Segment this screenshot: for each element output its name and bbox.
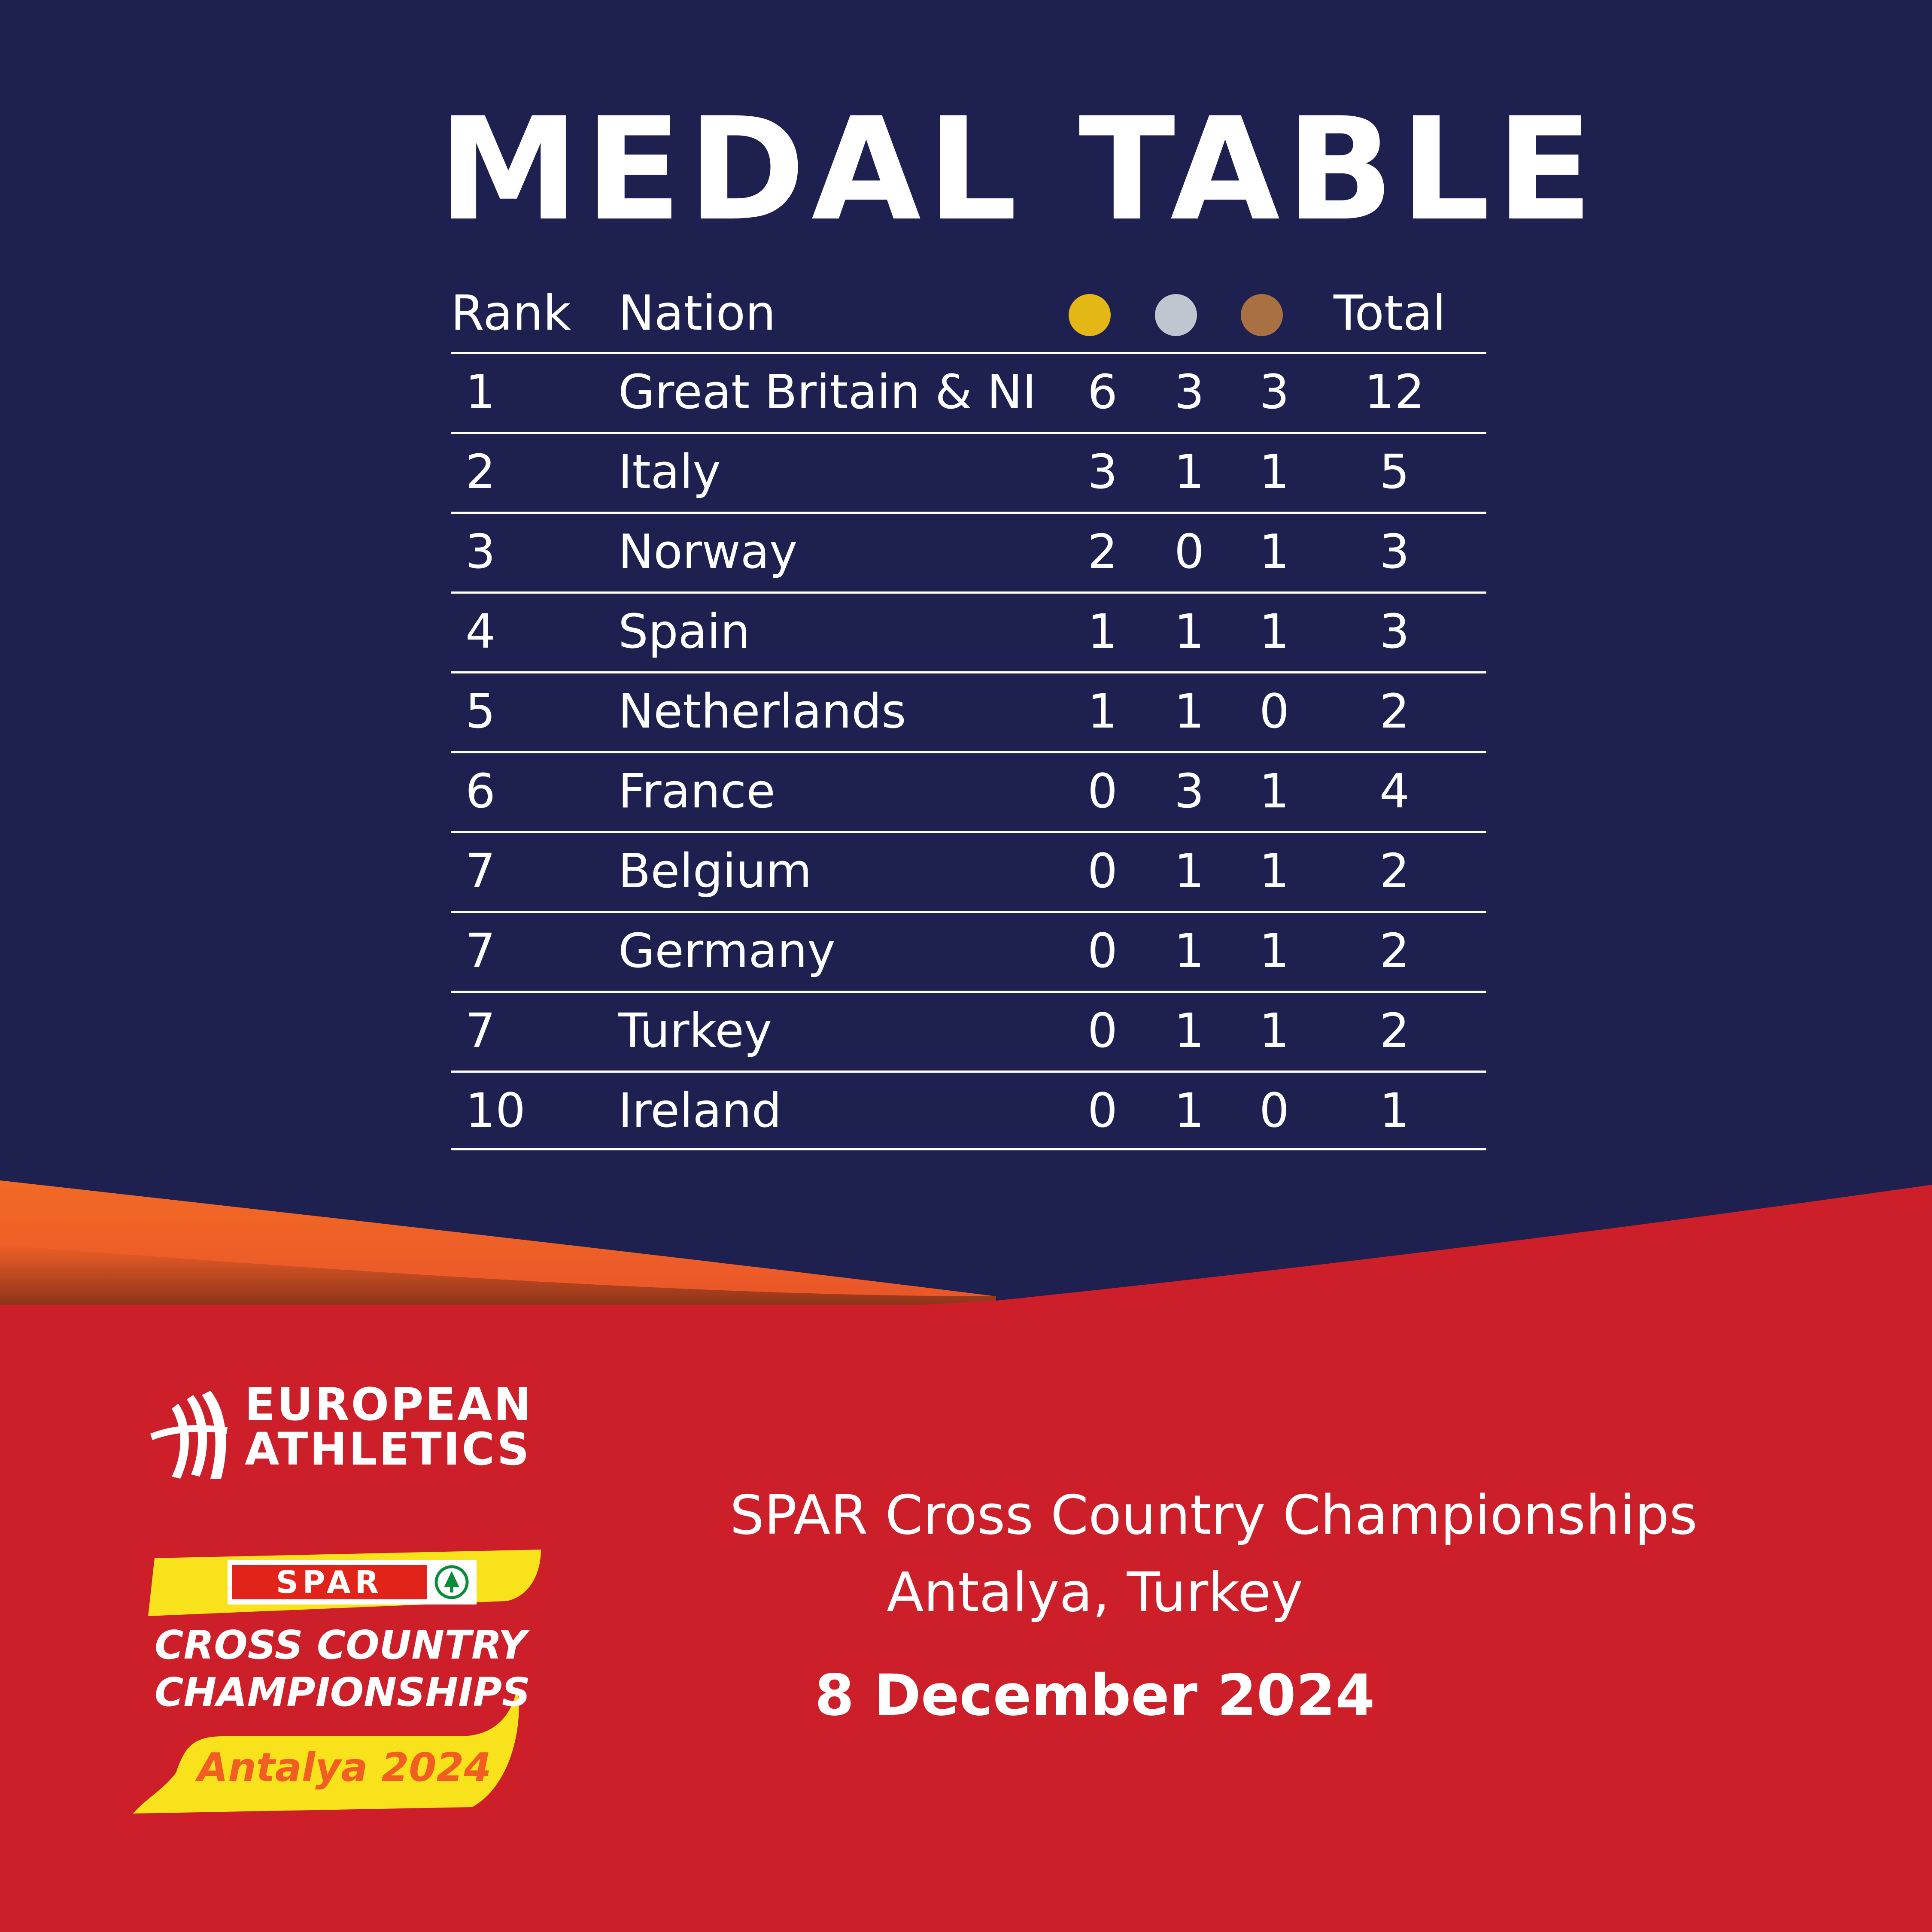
gold-count-cell: 0 [1088,923,1118,978]
event-place: Antalya, Turkey [887,1561,1303,1624]
cross-country-championships-logo: SPAR CROSS COUNTRY CHAMPIONSHIPS Antalya… [129,1545,567,1820]
bronze-count-cell: 1 [1259,524,1289,579]
silver-count-cell: 1 [1174,684,1204,739]
total-cell: 2 [1379,843,1410,898]
page-title: MEDAL TABLE [438,87,1599,252]
table-row: 7 Belgium 0 1 1 2 [451,831,1486,911]
rank-cell: 5 [465,684,495,739]
spar-tree-icon [434,1565,469,1599]
rank-cell: 6 [465,764,495,819]
event-logo-edition: Antalya 2024 [197,1744,492,1790]
nation-cell: Ireland [618,1083,782,1138]
gold-count-cell: 0 [1088,1003,1118,1058]
rank-cell: 1 [465,364,495,419]
rank-cell: 4 [465,604,495,659]
table-row: 4 Spain 1 1 1 3 [451,591,1486,671]
header-total: Total [1334,285,1446,341]
table-row: 3 Norway 2 0 1 3 [451,512,1486,591]
european-athletics-logo: EUROPEAN ATHLETICS [146,1382,575,1481]
silver-count-cell: 3 [1174,764,1204,819]
total-cell: 3 [1379,524,1410,579]
table-row: 1 Great Britain & NI 6 3 3 12 [451,352,1486,432]
silver-count-cell: 1 [1174,923,1204,978]
bronze-count-cell: 1 [1259,604,1289,659]
rank-cell: 2 [465,444,495,499]
total-cell: 2 [1379,923,1410,978]
nation-cell: Netherlands [618,684,906,739]
red-background [0,1305,1932,1932]
header-rank: Rank [451,285,571,341]
orange-wave-divider [0,1180,1932,1339]
gold-count-cell: 0 [1088,843,1118,898]
athletics-emblem-icon [150,1391,228,1479]
event-info: SPAR Cross Country Championships Antalya… [730,1477,1698,1734]
ea-logo-line1: EUROPEAN [245,1378,533,1431]
gold-count-cell: 3 [1088,444,1118,499]
nation-cell: Great Britain & NI [618,364,1036,419]
bronze-count-cell: 1 [1259,1003,1289,1058]
bronze-count-cell: 1 [1259,444,1289,499]
bronze-count-cell: 1 [1259,843,1289,898]
silver-count-cell: 3 [1174,364,1204,419]
table-row: 6 France 0 3 1 4 [451,751,1486,831]
bronze-count-cell: 1 [1259,764,1289,819]
silver-count-cell: 1 [1174,1003,1204,1058]
silver-count-cell: 0 [1174,524,1204,579]
rank-cell: 10 [465,1083,526,1138]
table-row: 5 Netherlands 1 1 0 2 [451,671,1486,751]
nation-cell: Norway [618,524,798,579]
ea-logo-line2: ATHLETICS [245,1423,531,1475]
silver-count-cell: 1 [1174,604,1204,659]
silver-count-cell: 1 [1174,1083,1204,1138]
spar-logo: SPAR [228,1560,477,1604]
bronze-count-cell: 3 [1259,364,1289,419]
event-logo-line2: CHAMPIONSHIPS [155,1669,531,1715]
total-cell: 12 [1364,364,1425,419]
rank-cell: 7 [465,923,495,978]
navy-background [0,0,1932,1322]
table-row: 7 Turkey 0 1 1 2 [451,991,1486,1071]
bronze-count-cell: 0 [1259,684,1289,739]
total-cell: 2 [1379,1003,1410,1058]
total-cell: 1 [1379,1083,1410,1138]
event-date: 8 December 2024 [814,1662,1375,1729]
rank-cell: 7 [465,1003,495,1058]
rank-cell: 7 [465,843,495,898]
total-cell: 5 [1379,444,1410,499]
header-nation: Nation [618,285,776,341]
event-name: SPAR Cross Country Championships [730,1483,1698,1547]
table-body: 1 Great Britain & NI 6 3 3 12 2 Italy 3 1 1 5 3 Norwa… [451,352,1486,1150]
nation-cell: Belgium [618,843,812,898]
gold-count-cell: 0 [1088,764,1118,819]
total-cell: 4 [1379,764,1410,819]
bronze-count-cell: 1 [1259,923,1289,978]
rank-cell: 3 [465,524,495,579]
nation-cell: Spain [618,604,750,659]
bronze-count-cell: 0 [1259,1083,1289,1138]
silver-count-cell: 1 [1174,444,1204,499]
total-cell: 2 [1379,684,1410,739]
nation-cell: Turkey [618,1003,772,1058]
gold-count-cell: 6 [1088,364,1118,419]
event-logo-line1: CROSS COUNTRY [155,1622,527,1668]
total-cell: 3 [1379,604,1410,659]
silver-count-cell: 1 [1174,843,1204,898]
table-row: 2 Italy 3 1 1 5 [451,432,1486,512]
gold-count-cell: 0 [1088,1083,1118,1138]
nation-cell: Italy [618,444,721,499]
spar-wordmark: SPAR [232,1565,427,1599]
gold-count-cell: 2 [1088,524,1118,579]
silver-medal-icon [1155,294,1197,336]
nation-cell: France [618,764,775,819]
table-row: 10 Ireland 0 1 0 1 [451,1071,1486,1150]
nation-cell: Germany [618,923,835,978]
table-row: 7 Germany 0 1 1 2 [451,911,1486,991]
gold-count-cell: 1 [1088,684,1118,739]
gold-medal-icon [1069,294,1111,336]
gold-count-cell: 1 [1088,604,1118,659]
bronze-medal-icon [1241,294,1283,336]
